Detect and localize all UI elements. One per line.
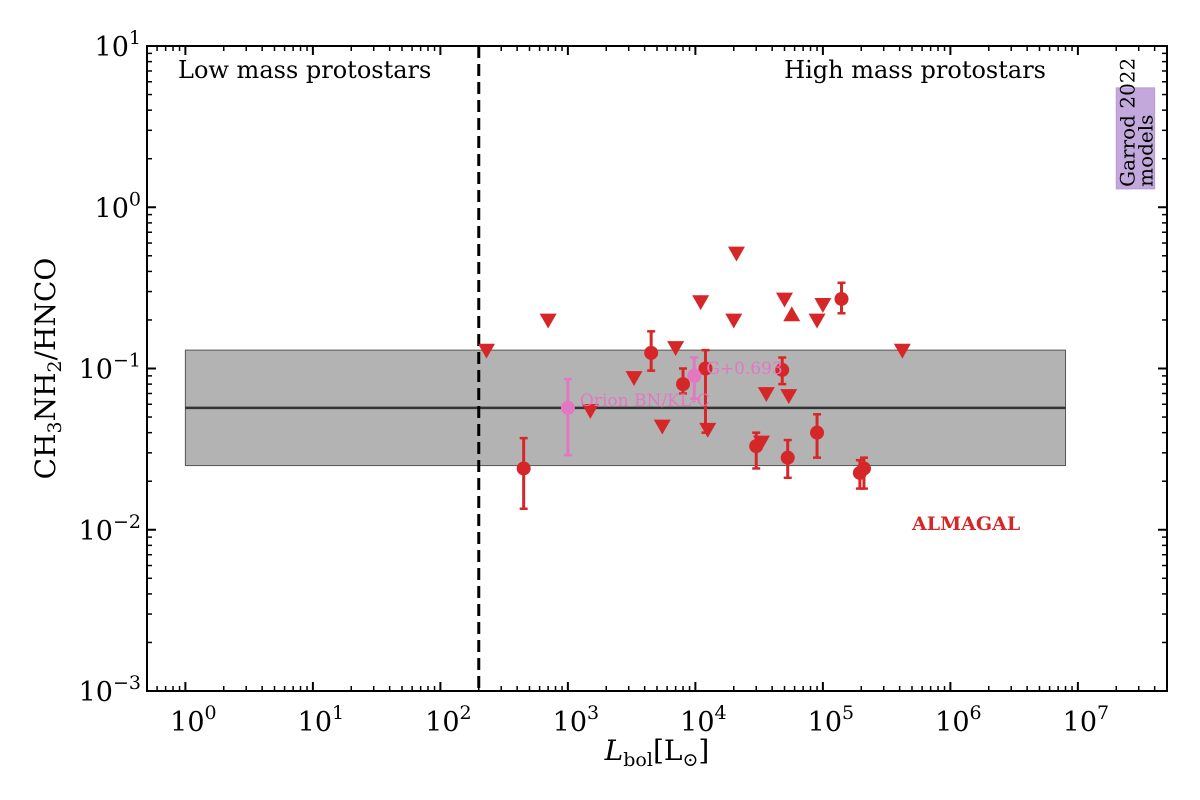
almagal-upper-limit-marker — [625, 371, 643, 386]
x-axis-label-unit-sub: ⊙ — [682, 749, 698, 771]
x-tick-label: 104 — [680, 702, 726, 738]
low-mass-region-label: Low mass protostars — [178, 56, 431, 84]
axes-layer: 100 101 102 103 104 105 106 107 10−310−210−1100… — [79, 27, 1168, 738]
y-tick-label: 10−2 — [79, 511, 141, 547]
x-tick-label-base: 10 — [553, 707, 587, 738]
y-tick-label-exponent: −3 — [113, 672, 141, 694]
y-axis-label: CH3NH2/HNCO — [29, 258, 66, 480]
y-tick-label: 101 — [95, 27, 141, 63]
almagal-upper-limit-marker — [780, 389, 798, 405]
almagal-upper-limit-marker — [478, 343, 496, 359]
almagal-upper-limit-marker — [539, 313, 557, 329]
ratio-band-layer — [184, 349, 1067, 467]
garrod-model-label-line2: models — [1133, 115, 1157, 187]
garrod-model-label-line1: Garrod 2022 — [1115, 58, 1139, 187]
x-tick-label-base: 10 — [680, 707, 714, 738]
y-tick-label: 10−3 — [79, 672, 141, 708]
almagal-lower-limit-marker — [783, 306, 801, 322]
almagal-upper-limit-marker — [752, 435, 770, 451]
high-mass-region-label: High mass protostars — [784, 56, 1046, 84]
y-tick-label-exponent: −2 — [113, 511, 141, 533]
almagal-detection-point — [698, 361, 713, 376]
x-tick-label-base: 10 — [935, 707, 969, 738]
almagal-upper-limit-marker — [581, 403, 599, 419]
x-tick-label: 107 — [1063, 702, 1109, 738]
almagal-upper-limit-marker — [653, 419, 671, 435]
x-axis-label: Lbol[L⊙] — [604, 734, 710, 771]
x-tick-label: 100 — [170, 702, 216, 738]
y-axis-label-part1: CH — [29, 434, 62, 480]
y-tick-label-base: 10 — [79, 516, 113, 547]
x-tick-label-base: 10 — [425, 707, 459, 738]
almagal-detection-point — [856, 461, 871, 476]
almagal-upper-limit-marker — [699, 422, 717, 438]
y-axis-label-part2: NH — [29, 372, 62, 421]
y-tick-label-base: 10 — [95, 193, 129, 224]
x-tick-label: 106 — [935, 702, 981, 738]
g0693-label: G+0.693 — [706, 359, 783, 379]
almagal-upper-limit-marker — [814, 297, 832, 313]
x-axis-label-sub: bol — [623, 749, 653, 771]
almagal-upper-limit-marker — [727, 246, 745, 262]
x-tick-label-exponent: 5 — [842, 702, 854, 724]
almagal-upper-limit-marker — [725, 313, 743, 329]
y-tick-label: 10−1 — [79, 350, 141, 386]
almagal-detection-point — [775, 362, 790, 377]
x-tick-label-base: 10 — [170, 707, 204, 738]
x-axis-label-unit: [L — [653, 734, 683, 767]
model-box-layer — [1115, 87, 1156, 190]
y-axis-label-sub1: 3 — [44, 421, 66, 433]
x-tick-label-exponent: 6 — [970, 702, 982, 724]
x-tick-label-base: 10 — [808, 707, 842, 738]
almagal-upper-limit-marker — [808, 313, 826, 329]
x-tick-label: 101 — [298, 702, 344, 738]
x-axis-label-main: L — [604, 734, 624, 767]
x-tick-label-exponent: 2 — [460, 702, 472, 724]
y-tick-label-base: 10 — [79, 355, 113, 386]
almagal-detection-point — [676, 377, 691, 392]
y-axis-label-part3: /HNCO — [29, 258, 62, 361]
almagal-upper-limit-marker — [776, 292, 793, 308]
almagal-detection-point — [780, 450, 795, 465]
almagal-upper-limit-marker — [893, 343, 911, 359]
x-tick-label-exponent: 0 — [205, 702, 217, 724]
y-tick-label: 100 — [95, 188, 141, 224]
y-tick-label-exponent: 0 — [129, 188, 141, 210]
garrod-model-box — [1115, 87, 1156, 190]
y-axis-label-sub2: 2 — [44, 360, 66, 372]
almagal-detection-point — [516, 461, 531, 476]
y-tick-label-exponent: 1 — [129, 27, 141, 49]
almagal-detection-point — [810, 425, 825, 440]
reference-source-point — [687, 368, 702, 383]
almagal-upper-limit-marker — [692, 295, 710, 311]
orion-bn-kl-label: Orion BN/KL-C — [580, 391, 710, 411]
x-tick-label-base: 10 — [1063, 707, 1097, 738]
y-tick-label-base: 10 — [79, 677, 113, 708]
y-tick-label-base: 10 — [95, 32, 129, 63]
x-tick-label-exponent: 1 — [332, 702, 344, 724]
reference-source-point — [560, 400, 575, 415]
x-tick-label: 103 — [553, 702, 599, 738]
x-tick-label-exponent: 7 — [1097, 702, 1109, 724]
x-tick-label: 102 — [425, 702, 471, 738]
x-tick-label: 105 — [808, 702, 854, 738]
y-tick-label-exponent: −1 — [113, 350, 141, 372]
almagal-detection-point — [644, 345, 659, 360]
almagal-upper-limit-marker — [667, 341, 685, 356]
x-tick-layer: 100 101 102 103 104 105 106 107 — [146, 46, 1168, 738]
almagal-detection-point — [834, 291, 849, 306]
annotation-layer: Low mass protostars High mass protostars… — [178, 51, 1157, 535]
marker-layer — [478, 246, 911, 480]
x-tick-label-exponent: 4 — [715, 702, 727, 724]
x-tick-label-exponent: 3 — [587, 702, 599, 724]
almagal-upper-limit-marker — [757, 387, 775, 402]
garrod-model-label: Garrod 2022 models — [1115, 51, 1157, 186]
plot-content: Low mass protostars High mass protostars… — [178, 46, 1157, 691]
almagal-series-label: ALMAGAL — [911, 513, 1020, 535]
x-tick-label-base: 10 — [298, 707, 332, 738]
x-axis-label-unit-close: ] — [698, 734, 709, 767]
